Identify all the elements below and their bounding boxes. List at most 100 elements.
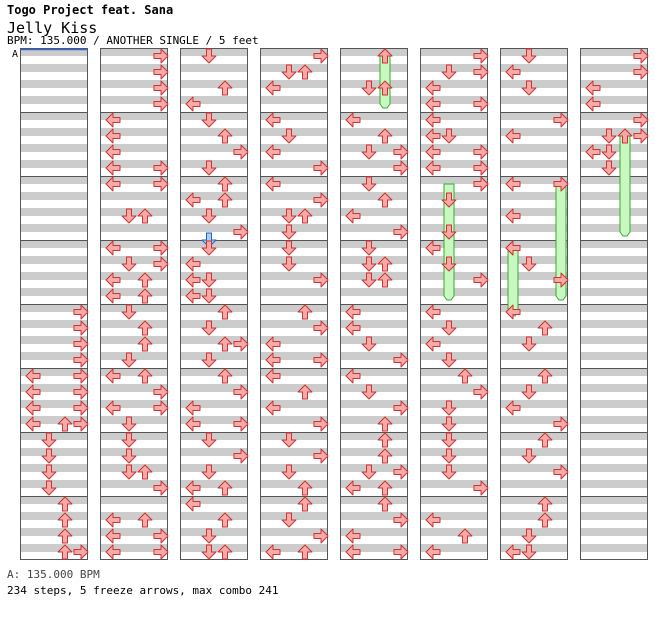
beat-stripe [420, 112, 488, 120]
column-border [20, 48, 88, 560]
beat-stripe [340, 464, 408, 472]
left-arrow-icon [25, 416, 41, 432]
beat-stripe [500, 352, 568, 360]
beat-stripe [420, 400, 488, 408]
beat-stripe [340, 224, 408, 232]
down-arrow-icon [281, 512, 297, 528]
beat-stripe [180, 464, 248, 472]
beat-stripe [420, 336, 488, 344]
beat-stripe [580, 96, 648, 104]
beat-stripe [340, 144, 408, 152]
left-arrow-icon [185, 496, 201, 512]
right-arrow-icon [553, 112, 569, 128]
up-arrow-icon [537, 496, 553, 512]
beat-stripe [580, 240, 648, 248]
left-arrow-icon [425, 128, 441, 144]
beat-stripe [180, 224, 248, 232]
left-arrow-icon [105, 160, 121, 176]
beat-stripe [260, 368, 328, 376]
beat-stripe [580, 544, 648, 552]
left-arrow-icon [185, 416, 201, 432]
beat-stripe [260, 112, 328, 120]
beat-stripe [580, 448, 648, 456]
beat-stripe [100, 176, 168, 184]
up-arrow-icon [137, 272, 153, 288]
beat-stripe [100, 96, 168, 104]
beat-stripe [260, 544, 328, 552]
beat-stripe [340, 96, 408, 104]
left-arrow-icon [105, 272, 121, 288]
beat-stripe [500, 256, 568, 264]
up-arrow-icon [297, 384, 313, 400]
down-arrow-icon [281, 256, 297, 272]
beat-stripe [260, 384, 328, 392]
beat-stripe [20, 144, 88, 152]
beat-stripe [500, 224, 568, 232]
left-arrow-icon [425, 240, 441, 256]
beat-stripe [500, 432, 568, 440]
left-arrow-icon [105, 112, 121, 128]
down-arrow-icon [201, 232, 217, 248]
beat-stripe [580, 160, 648, 168]
beat-stripe [180, 400, 248, 408]
beat-stripe [420, 64, 488, 72]
right-arrow-icon [73, 416, 89, 432]
beat-stripe [180, 240, 248, 248]
beat-stripe [20, 112, 88, 120]
song-artist: Togo Project feat. Sana [7, 3, 174, 17]
beat-stripe [20, 384, 88, 392]
left-arrow-icon [185, 272, 201, 288]
left-arrow-icon [265, 400, 281, 416]
beat-stripe [100, 320, 168, 328]
up-arrow-icon [537, 320, 553, 336]
beat-stripe [580, 368, 648, 376]
beat-stripe [20, 448, 88, 456]
beat-stripe [500, 272, 568, 280]
right-arrow-icon [73, 544, 89, 560]
right-arrow-icon [73, 384, 89, 400]
down-arrow-icon [441, 448, 457, 464]
down-arrow-icon [201, 160, 217, 176]
down-arrow-icon [121, 432, 137, 448]
up-arrow-icon [537, 512, 553, 528]
left-arrow-icon [105, 528, 121, 544]
right-arrow-icon [313, 416, 329, 432]
beat-stripe [20, 192, 88, 200]
beat-stripe [500, 144, 568, 152]
down-arrow-icon [361, 144, 377, 160]
beat-stripe [100, 352, 168, 360]
right-arrow-icon [393, 224, 409, 240]
beat-stripe [420, 448, 488, 456]
down-arrow-icon [441, 224, 457, 240]
right-arrow-icon [553, 464, 569, 480]
beat-stripe [260, 320, 328, 328]
beat-stripe [500, 448, 568, 456]
right-arrow-icon [633, 48, 649, 64]
up-arrow-icon [377, 192, 393, 208]
up-arrow-icon [457, 528, 473, 544]
right-arrow-icon [153, 80, 169, 96]
beat-stripe [500, 80, 568, 88]
right-arrow-icon [153, 176, 169, 192]
freeze-head-right-arrow-icon [473, 176, 489, 192]
down-arrow-icon [441, 464, 457, 480]
down-arrow-icon [361, 80, 377, 96]
down-arrow-icon [441, 128, 457, 144]
beat-stripe [20, 304, 88, 312]
beat-stripe [20, 64, 88, 72]
beat-stripe [180, 48, 248, 56]
up-arrow-icon [297, 496, 313, 512]
left-arrow-icon [585, 144, 601, 160]
beat-stripe [500, 416, 568, 424]
beat-stripe [20, 160, 88, 168]
beat-stripe [100, 336, 168, 344]
beat-stripe [340, 256, 408, 264]
column-border [260, 48, 328, 560]
beat-stripe [100, 208, 168, 216]
left-arrow-icon [345, 208, 361, 224]
beat-stripe [100, 368, 168, 376]
right-arrow-icon [393, 144, 409, 160]
beat-stripe [100, 160, 168, 168]
beat-stripe [20, 48, 88, 56]
up-arrow-icon [297, 304, 313, 320]
